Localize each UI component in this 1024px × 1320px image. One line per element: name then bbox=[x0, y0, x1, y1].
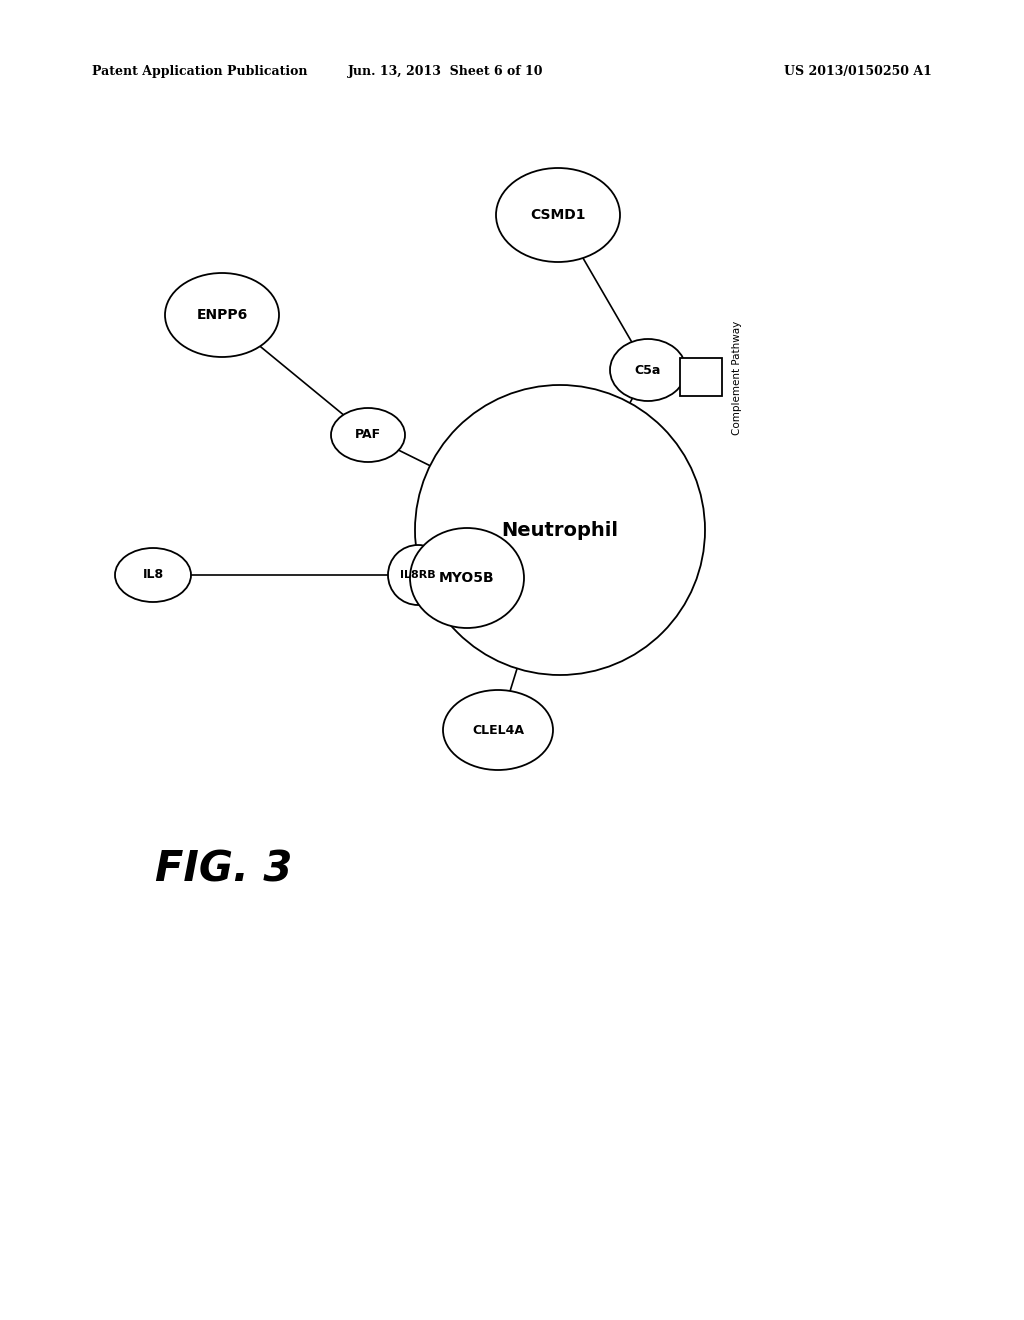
Text: Jun. 13, 2013  Sheet 6 of 10: Jun. 13, 2013 Sheet 6 of 10 bbox=[348, 66, 543, 78]
Ellipse shape bbox=[496, 168, 620, 261]
Text: MYO5B: MYO5B bbox=[439, 572, 495, 585]
Ellipse shape bbox=[115, 548, 191, 602]
Text: IL8RB: IL8RB bbox=[400, 570, 436, 579]
Ellipse shape bbox=[610, 339, 686, 401]
Text: FIG. 3: FIG. 3 bbox=[155, 849, 293, 891]
Circle shape bbox=[415, 385, 705, 675]
Ellipse shape bbox=[165, 273, 279, 356]
Text: PAF: PAF bbox=[355, 429, 381, 441]
Text: US 2013/0150250 A1: US 2013/0150250 A1 bbox=[784, 66, 932, 78]
Ellipse shape bbox=[410, 528, 524, 628]
Bar bbox=[680, 358, 722, 396]
Text: Neutrophil: Neutrophil bbox=[502, 520, 618, 540]
Text: Patent Application Publication: Patent Application Publication bbox=[92, 66, 307, 78]
Text: Complement Pathway: Complement Pathway bbox=[732, 321, 742, 436]
Text: ENPP6: ENPP6 bbox=[197, 308, 248, 322]
Ellipse shape bbox=[388, 545, 449, 605]
Text: CSMD1: CSMD1 bbox=[530, 209, 586, 222]
Ellipse shape bbox=[331, 408, 406, 462]
Text: CLEL4A: CLEL4A bbox=[472, 723, 524, 737]
Text: IL8: IL8 bbox=[142, 569, 164, 582]
Text: C5a: C5a bbox=[635, 363, 662, 376]
Ellipse shape bbox=[443, 690, 553, 770]
